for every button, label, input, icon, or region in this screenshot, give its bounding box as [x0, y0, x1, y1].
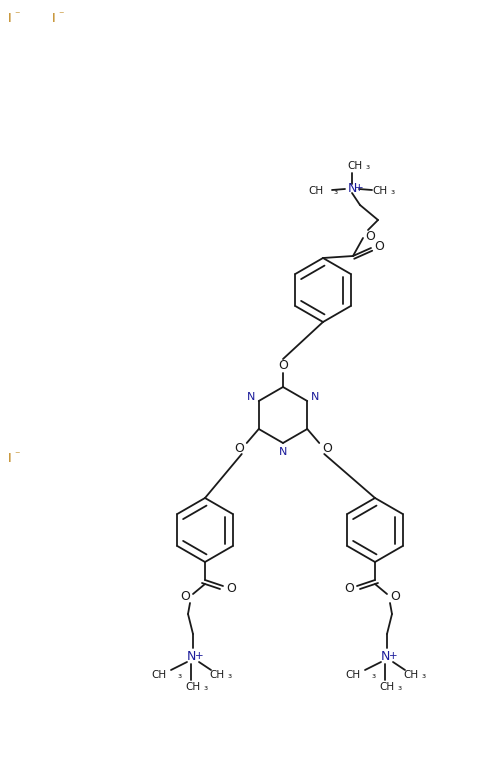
Text: ₃: ₃: [422, 670, 426, 680]
Text: ⁻: ⁻: [14, 450, 20, 460]
Text: O: O: [180, 591, 190, 604]
Text: CH: CH: [373, 186, 388, 196]
Text: O: O: [278, 358, 288, 371]
Text: I: I: [8, 452, 11, 465]
Text: I: I: [8, 12, 11, 25]
Text: O: O: [365, 229, 375, 242]
Text: N: N: [380, 649, 390, 662]
Text: CH: CH: [185, 682, 201, 692]
Text: ₃: ₃: [178, 670, 182, 680]
Text: ₃: ₃: [334, 186, 338, 196]
Text: O: O: [234, 442, 244, 455]
Text: O: O: [344, 582, 354, 595]
Text: ₃: ₃: [228, 670, 232, 680]
Text: +: +: [354, 183, 363, 193]
Text: ₃: ₃: [398, 682, 402, 692]
Text: O: O: [322, 442, 332, 455]
Text: ₃: ₃: [372, 670, 376, 680]
Text: CH: CH: [209, 670, 225, 680]
Text: N: N: [247, 391, 255, 402]
Text: CH: CH: [309, 186, 324, 196]
Text: +: +: [388, 651, 397, 661]
Text: ₃: ₃: [204, 682, 208, 692]
Text: ⁻: ⁻: [58, 10, 64, 20]
Text: I: I: [52, 12, 56, 25]
Text: N: N: [279, 447, 287, 457]
Text: N: N: [311, 391, 319, 402]
Text: O: O: [226, 582, 236, 595]
Text: ₃: ₃: [366, 161, 370, 171]
Text: CH: CH: [379, 682, 395, 692]
Text: CH: CH: [403, 670, 419, 680]
Text: O: O: [390, 591, 400, 604]
Text: ₃: ₃: [391, 186, 395, 196]
Text: N: N: [186, 649, 196, 662]
Text: +: +: [194, 651, 203, 661]
Text: CH: CH: [347, 161, 363, 171]
Text: O: O: [374, 239, 384, 252]
Text: CH: CH: [152, 670, 167, 680]
Text: N: N: [347, 182, 357, 195]
Text: ⁻: ⁻: [14, 10, 20, 20]
Text: CH: CH: [346, 670, 361, 680]
